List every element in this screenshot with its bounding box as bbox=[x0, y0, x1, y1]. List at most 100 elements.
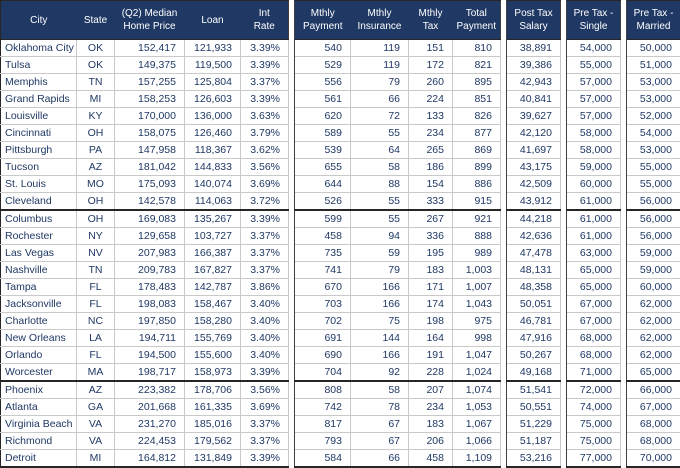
cell-mthly_tax[interactable]: 151 bbox=[409, 40, 453, 57]
cell-city[interactable]: Atlanta bbox=[1, 399, 77, 416]
cell-int_rate[interactable]: 3.56% bbox=[241, 159, 289, 176]
cell-int_rate[interactable]: 3.39% bbox=[241, 450, 289, 468]
cell-mthly_payment[interactable]: 817 bbox=[295, 416, 351, 433]
cell-city[interactable]: Memphis bbox=[1, 74, 77, 91]
cell-loan[interactable]: 118,367 bbox=[185, 142, 241, 159]
cell-state[interactable]: MI bbox=[77, 450, 115, 468]
cell-int_rate[interactable]: 3.39% bbox=[241, 91, 289, 108]
cell-loan[interactable]: 126,603 bbox=[185, 91, 241, 108]
cell-loan[interactable]: 155,600 bbox=[185, 347, 241, 364]
cell-pre_tax_married[interactable]: 54,000 bbox=[627, 125, 680, 142]
cell-city[interactable]: Jacksonville bbox=[1, 296, 77, 313]
column-header-mthly_tax[interactable]: Mthly Tax bbox=[409, 1, 453, 40]
cell-state[interactable]: FL bbox=[77, 279, 115, 296]
cell-int_rate[interactable]: 3.39% bbox=[241, 364, 289, 382]
cell-pre_tax_single[interactable]: 65,000 bbox=[567, 279, 621, 296]
cell-loan[interactable]: 126,460 bbox=[185, 125, 241, 142]
cell-mthly_payment[interactable]: 556 bbox=[295, 74, 351, 91]
cell-mthly_insurance[interactable]: 166 bbox=[351, 347, 409, 364]
cell-pre_tax_single[interactable]: 67,000 bbox=[567, 296, 621, 313]
cell-pre_tax_single[interactable]: 67,000 bbox=[567, 313, 621, 330]
cell-home_price[interactable]: 209,783 bbox=[115, 262, 185, 279]
cell-mthly_payment[interactable]: 793 bbox=[295, 433, 351, 450]
cell-post_tax_salary[interactable]: 48,358 bbox=[507, 279, 561, 296]
cell-home_price[interactable]: 194,711 bbox=[115, 330, 185, 347]
cell-city[interactable]: Phoenix bbox=[1, 381, 77, 399]
cell-mthly_insurance[interactable]: 64 bbox=[351, 142, 409, 159]
cell-total_payment[interactable]: 1,067 bbox=[453, 416, 501, 433]
cell-pre_tax_single[interactable]: 65,000 bbox=[567, 262, 621, 279]
cell-pre_tax_married[interactable]: 50,000 bbox=[627, 40, 680, 57]
cell-total_payment[interactable]: 1,043 bbox=[453, 296, 501, 313]
cell-city[interactable]: Orlando bbox=[1, 347, 77, 364]
cell-state[interactable]: VA bbox=[77, 433, 115, 450]
cell-mthly_tax[interactable]: 333 bbox=[409, 193, 453, 211]
cell-int_rate[interactable]: 3.37% bbox=[241, 262, 289, 279]
cell-mthly_payment[interactable]: 702 bbox=[295, 313, 351, 330]
cell-city[interactable]: Richmond bbox=[1, 433, 77, 450]
cell-pre_tax_single[interactable]: 57,000 bbox=[567, 91, 621, 108]
cell-mthly_insurance[interactable]: 66 bbox=[351, 91, 409, 108]
cell-city[interactable]: Charlotte bbox=[1, 313, 77, 330]
cell-loan[interactable]: 136,000 bbox=[185, 108, 241, 125]
column-header-post_tax_salary[interactable]: Post Tax Salary bbox=[507, 1, 561, 40]
cell-int_rate[interactable]: 3.39% bbox=[241, 40, 289, 57]
cell-pre_tax_married[interactable]: 67,000 bbox=[627, 399, 680, 416]
cell-int_rate[interactable]: 3.40% bbox=[241, 347, 289, 364]
cell-int_rate[interactable]: 3.39% bbox=[241, 57, 289, 74]
cell-mthly_insurance[interactable]: 94 bbox=[351, 228, 409, 245]
cell-post_tax_salary[interactable]: 53,216 bbox=[507, 450, 561, 468]
cell-mthly_payment[interactable]: 644 bbox=[295, 176, 351, 193]
cell-pre_tax_married[interactable]: 70,000 bbox=[627, 450, 680, 468]
cell-city[interactable]: Cleveland bbox=[1, 193, 77, 211]
cell-mthly_payment[interactable]: 808 bbox=[295, 381, 351, 399]
cell-state[interactable]: FL bbox=[77, 347, 115, 364]
cell-pre_tax_single[interactable]: 59,000 bbox=[567, 159, 621, 176]
cell-home_price[interactable]: 169,083 bbox=[115, 210, 185, 228]
cell-state[interactable]: NC bbox=[77, 313, 115, 330]
cell-state[interactable]: PA bbox=[77, 142, 115, 159]
cell-pre_tax_married[interactable]: 53,000 bbox=[627, 142, 680, 159]
cell-mthly_tax[interactable]: 186 bbox=[409, 159, 453, 176]
cell-mthly_payment[interactable]: 561 bbox=[295, 91, 351, 108]
cell-pre_tax_single[interactable]: 58,000 bbox=[567, 125, 621, 142]
cell-mthly_tax[interactable]: 265 bbox=[409, 142, 453, 159]
cell-mthly_payment[interactable]: 539 bbox=[295, 142, 351, 159]
column-header-state[interactable]: State bbox=[77, 1, 115, 40]
cell-mthly_payment[interactable]: 741 bbox=[295, 262, 351, 279]
cell-total_payment[interactable]: 915 bbox=[453, 193, 501, 211]
cell-mthly_payment[interactable]: 529 bbox=[295, 57, 351, 74]
cell-mthly_insurance[interactable]: 72 bbox=[351, 108, 409, 125]
cell-int_rate[interactable]: 3.63% bbox=[241, 108, 289, 125]
cell-city[interactable]: Tulsa bbox=[1, 57, 77, 74]
cell-mthly_payment[interactable]: 742 bbox=[295, 399, 351, 416]
cell-post_tax_salary[interactable]: 43,912 bbox=[507, 193, 561, 211]
cell-total_payment[interactable]: 899 bbox=[453, 159, 501, 176]
cell-mthly_tax[interactable]: 195 bbox=[409, 245, 453, 262]
cell-mthly_tax[interactable]: 164 bbox=[409, 330, 453, 347]
cell-home_price[interactable]: 157,255 bbox=[115, 74, 185, 91]
column-header-home_price[interactable]: (Q2) Median Home Price bbox=[115, 1, 185, 40]
cell-state[interactable]: MI bbox=[77, 91, 115, 108]
cell-home_price[interactable]: 181,042 bbox=[115, 159, 185, 176]
cell-pre_tax_married[interactable]: 56,000 bbox=[627, 210, 680, 228]
cell-loan[interactable]: 125,804 bbox=[185, 74, 241, 91]
cell-mthly_insurance[interactable]: 75 bbox=[351, 313, 409, 330]
cell-pre_tax_single[interactable]: 55,000 bbox=[567, 57, 621, 74]
cell-state[interactable]: NY bbox=[77, 228, 115, 245]
column-header-pre_tax_married[interactable]: Pre Tax - Married bbox=[627, 1, 680, 40]
cell-city[interactable]: Virginia Beach bbox=[1, 416, 77, 433]
cell-pre_tax_single[interactable]: 54,000 bbox=[567, 40, 621, 57]
column-header-pre_tax_single[interactable]: Pre Tax - Single bbox=[567, 1, 621, 40]
cell-pre_tax_single[interactable]: 75,000 bbox=[567, 416, 621, 433]
cell-pre_tax_married[interactable]: 62,000 bbox=[627, 347, 680, 364]
cell-loan[interactable]: 158,973 bbox=[185, 364, 241, 382]
cell-pre_tax_single[interactable]: 68,000 bbox=[567, 347, 621, 364]
cell-home_price[interactable]: 197,850 bbox=[115, 313, 185, 330]
cell-home_price[interactable]: 170,000 bbox=[115, 108, 185, 125]
cell-post_tax_salary[interactable]: 50,267 bbox=[507, 347, 561, 364]
cell-pre_tax_married[interactable]: 51,000 bbox=[627, 57, 680, 74]
cell-total_payment[interactable]: 826 bbox=[453, 108, 501, 125]
cell-pre_tax_married[interactable]: 60,000 bbox=[627, 279, 680, 296]
cell-mthly_payment[interactable]: 690 bbox=[295, 347, 351, 364]
